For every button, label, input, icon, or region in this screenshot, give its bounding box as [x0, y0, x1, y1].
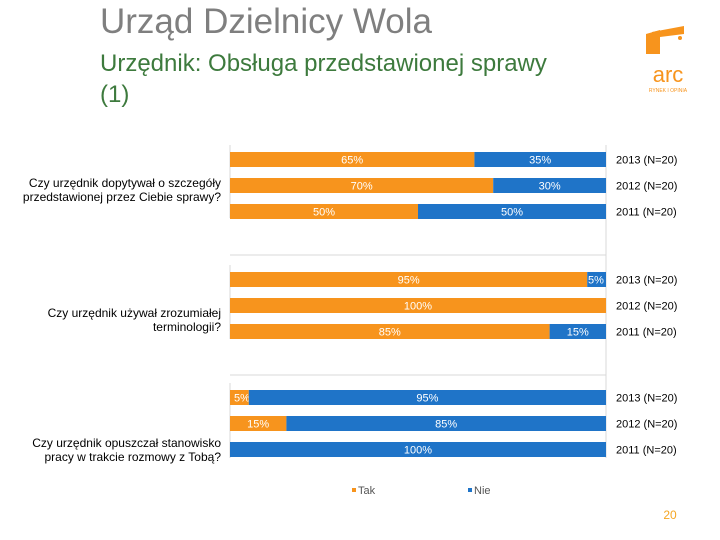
bar-tak-g2-r1	[230, 272, 588, 287]
value-label-nie-g3-r3: 100%	[404, 445, 432, 457]
bar-nie-g2-r3	[549, 324, 606, 339]
value-label-nie-g1-r3: 50%	[501, 207, 523, 219]
bar-nie-g1-r2	[493, 178, 606, 193]
question-3-label: Czy urzędnik opuszczał stanowisko pracy …	[32, 436, 221, 464]
year-label-g1-r3: 2011 (N=20)	[616, 207, 677, 219]
value-label-nie-g1-r2: 30%	[539, 181, 561, 193]
year-label-g2-r1: 2013 (N=20)	[616, 275, 677, 287]
question-1-label: Czy urzędnik dopytywał o szczegóły przed…	[22, 176, 221, 204]
year-label-g3-r1: 2013 (N=20)	[616, 393, 677, 405]
question-2-label: Czy urzędnik używał zrozumiałej terminol…	[47, 306, 221, 334]
year-label-g1-r1: 2013 (N=20)	[616, 155, 677, 167]
year-label-g3-r3: 2011 (N=20)	[616, 445, 677, 457]
value-label-tak-g1-r1: 65%	[341, 155, 363, 167]
value-label-tak-g2-r1: 95%	[398, 275, 420, 287]
value-label-tak-g2-r2: 100%	[404, 301, 432, 313]
value-label-tak-g1-r3: 50%	[313, 207, 335, 219]
bar-tak-g3-r1	[230, 390, 249, 405]
page-number: 20	[663, 508, 677, 522]
logo-tagline: RYNEK I OPINIA	[649, 88, 688, 94]
value-label-tak-g1-r2: 70%	[351, 181, 373, 193]
slide-subtitle: Urzędnik: Obsługa przedstawionej sprawy …	[100, 50, 547, 108]
legend-swatch-nie	[468, 488, 472, 492]
value-label-tak-g2-r3: 85%	[379, 327, 401, 339]
bar-nie-g2-r1	[587, 272, 606, 287]
legend-label-nie: Nie	[474, 485, 491, 497]
value-label-nie-g3-r1: 95%	[416, 393, 438, 405]
logo-brand: arc	[653, 62, 684, 87]
legend-swatch-tak	[352, 488, 356, 492]
bar-nie-g3-r1	[248, 390, 607, 405]
slide-title: Urząd Dzielnicy Wola	[100, 2, 432, 41]
bar-tak-g3-r2	[230, 416, 287, 431]
value-label-nie-g2-r1: 5%	[588, 275, 604, 287]
value-label-nie-g1-r1: 35%	[529, 155, 551, 167]
value-label-nie-g2-r3: 15%	[567, 327, 589, 339]
bar-tak-g1-r1	[230, 152, 475, 167]
bar-nie-g1-r1	[474, 152, 606, 167]
arc-logo: arc RYNEK I OPINIA	[628, 24, 708, 102]
bar-tak-g2-r2	[230, 298, 606, 313]
bar-tak-g2-r3	[230, 324, 550, 339]
bar-nie-g3-r3	[230, 442, 606, 457]
legend-label-tak: Tak	[358, 485, 376, 497]
bar-tak-g1-r3	[230, 204, 418, 219]
value-label-tak-g3-r2: 15%	[247, 419, 269, 431]
year-label-g1-r2: 2012 (N=20)	[616, 181, 677, 193]
year-label-g3-r2: 2012 (N=20)	[616, 419, 677, 431]
bar-nie-g3-r2	[286, 416, 606, 431]
value-label-nie-g3-r2: 85%	[435, 419, 457, 431]
bar-nie-g1-r3	[418, 204, 606, 219]
value-label-tak-g3-r1: 5%	[234, 393, 250, 405]
year-label-g2-r3: 2011 (N=20)	[616, 327, 677, 339]
bar-tak-g1-r2	[230, 178, 494, 193]
year-label-g2-r2: 2012 (N=20)	[616, 301, 677, 313]
